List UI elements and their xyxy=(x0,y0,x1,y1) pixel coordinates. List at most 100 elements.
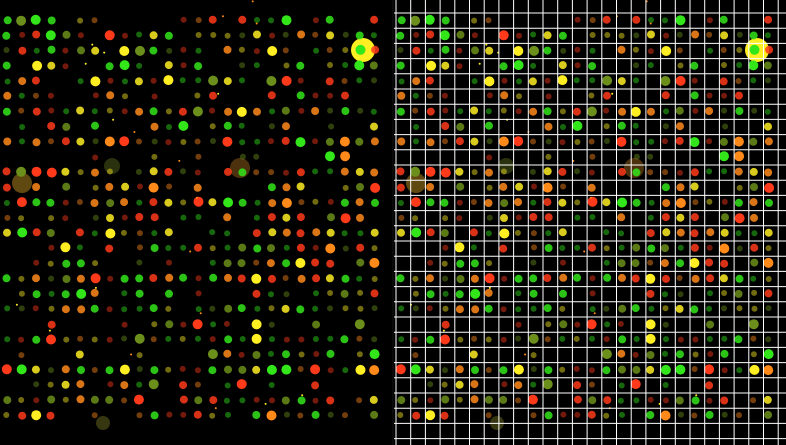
array-spot xyxy=(426,60,437,71)
array-spot xyxy=(751,230,758,237)
array-spot xyxy=(135,213,144,221)
array-spot xyxy=(516,32,522,39)
array-spot xyxy=(442,367,448,374)
array-spot xyxy=(751,107,758,114)
array-spot xyxy=(47,92,54,99)
array-spot xyxy=(33,397,40,404)
panel-divider xyxy=(392,0,394,445)
array-spot xyxy=(646,411,655,419)
array-spot xyxy=(224,167,232,176)
array-spot xyxy=(456,215,463,222)
array-spot xyxy=(513,60,524,71)
array-spot xyxy=(720,396,729,405)
array-spot xyxy=(149,304,158,313)
array-spot xyxy=(149,167,158,176)
array-spot xyxy=(297,366,304,372)
array-spot xyxy=(501,275,508,282)
array-spot xyxy=(224,244,231,251)
array-spot xyxy=(46,229,55,237)
array-spot xyxy=(136,230,143,237)
array-spot xyxy=(180,16,187,23)
array-spot xyxy=(268,169,275,176)
array-spot xyxy=(166,183,173,190)
array-spot xyxy=(3,228,11,237)
array-spot xyxy=(104,158,120,174)
array-spot xyxy=(397,16,406,25)
array-spot xyxy=(515,335,522,342)
array-spot xyxy=(62,215,69,222)
array-spot xyxy=(370,108,377,115)
array-spot xyxy=(469,228,478,237)
noise-speckle xyxy=(488,286,491,289)
array-spot xyxy=(735,107,744,115)
array-spot xyxy=(602,198,611,207)
array-spot xyxy=(327,305,333,312)
array-spot xyxy=(618,107,627,116)
array-spot xyxy=(252,351,261,359)
array-spot xyxy=(107,381,114,388)
array-spot xyxy=(662,274,670,283)
array-spot xyxy=(603,412,610,419)
array-spot xyxy=(370,137,379,146)
array-spot xyxy=(530,138,536,145)
array-spot xyxy=(513,364,524,375)
array-spot xyxy=(410,166,421,177)
array-spot xyxy=(470,395,479,404)
array-spot xyxy=(105,182,114,191)
array-spot xyxy=(223,259,232,268)
array-spot xyxy=(676,122,684,131)
array-spot xyxy=(749,44,760,55)
array-spot xyxy=(441,381,448,388)
array-spot xyxy=(413,124,420,130)
array-spot xyxy=(500,214,508,222)
array-spot xyxy=(32,228,41,237)
array-spot xyxy=(16,364,27,375)
array-spot xyxy=(312,138,319,145)
array-spot xyxy=(514,229,521,236)
array-spot xyxy=(661,244,669,253)
array-spot xyxy=(764,15,773,24)
array-spot xyxy=(268,350,274,357)
array-spot xyxy=(311,410,320,419)
array-spot xyxy=(354,60,365,71)
array-spot xyxy=(76,395,85,404)
array-spot xyxy=(148,379,159,390)
array-spot xyxy=(210,138,216,144)
array-spot xyxy=(297,77,304,84)
array-spot xyxy=(107,77,114,84)
array-spot xyxy=(412,352,419,359)
array-spot xyxy=(603,123,610,130)
noise-speckle xyxy=(649,22,652,25)
array-spot xyxy=(470,137,479,146)
array-spot xyxy=(62,396,69,403)
array-spot xyxy=(47,320,56,329)
array-spot xyxy=(194,396,203,405)
array-spot xyxy=(662,138,668,145)
array-spot xyxy=(283,169,289,176)
array-spot xyxy=(281,396,290,405)
array-spot xyxy=(675,198,686,208)
array-spot xyxy=(180,168,186,175)
array-spot xyxy=(194,381,201,388)
array-spot xyxy=(194,243,202,252)
array-spot xyxy=(632,198,641,207)
array-spot xyxy=(178,120,189,131)
array-spot xyxy=(662,321,669,328)
array-spot xyxy=(763,349,774,360)
array-spot xyxy=(312,228,321,237)
array-spot xyxy=(326,349,335,358)
array-spot xyxy=(12,173,32,193)
array-spot xyxy=(529,168,536,175)
array-spot xyxy=(267,213,276,222)
array-spot xyxy=(121,108,128,115)
array-spot xyxy=(589,77,596,84)
array-spot xyxy=(91,367,98,373)
array-spot xyxy=(676,275,683,281)
array-spot xyxy=(4,78,11,85)
array-spot xyxy=(2,31,11,40)
array-spot xyxy=(646,351,655,359)
raw-scan-panel xyxy=(0,0,392,445)
array-spot xyxy=(604,32,611,38)
array-spot xyxy=(4,305,11,312)
array-spot xyxy=(485,336,492,343)
